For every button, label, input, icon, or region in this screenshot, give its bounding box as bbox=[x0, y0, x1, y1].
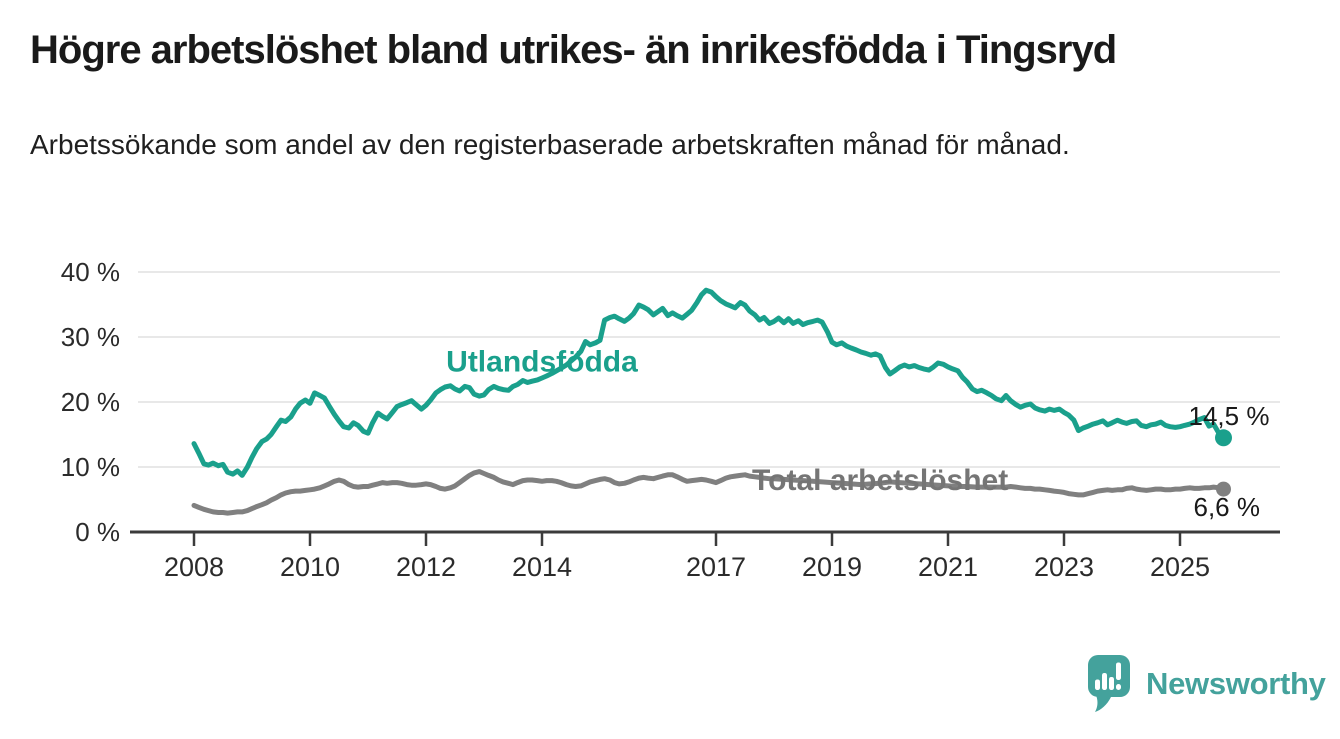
series-label-utlandsfodda: Utlandsfödda bbox=[446, 346, 638, 379]
page-title: Högre arbetslöshet bland utrikes- än inr… bbox=[30, 28, 1117, 72]
y-axis-tick-label: 10 % bbox=[61, 452, 120, 482]
page-subtitle: Arbetssökande som andel av den registerb… bbox=[30, 129, 1070, 160]
end-value-label-utlandsfodda: 14,5 % bbox=[1189, 401, 1270, 431]
logo-bar-2 bbox=[1102, 673, 1107, 690]
series-label-total-arbetsloshet: Total arbetslöshet bbox=[752, 464, 1008, 497]
newsworthy-bubble-icon bbox=[1088, 655, 1130, 712]
x-axis-tick-label: 2019 bbox=[802, 552, 862, 582]
series-line-total-arbetsloshet bbox=[191, 469, 1226, 516]
series-end-dot-total-arbetsloshet bbox=[1216, 481, 1231, 497]
logo-bar-1 bbox=[1095, 679, 1100, 690]
x-axis-tick-label: 2021 bbox=[918, 552, 978, 582]
series-line-utlandsfodda bbox=[191, 287, 1226, 478]
y-axis-tick-label: 40 % bbox=[61, 257, 120, 287]
y-axis-tick-label: 0 % bbox=[75, 517, 120, 547]
y-axis-tick-label: 30 % bbox=[61, 322, 120, 352]
brand-name: Newsworthy bbox=[1146, 666, 1326, 701]
end-value-label-total-arbetsloshet: 6,6 % bbox=[1194, 492, 1261, 522]
x-axis-tick-label: 2014 bbox=[512, 552, 572, 582]
x-axis-tick-label: 2025 bbox=[1150, 552, 1210, 582]
logo-exclamation-bar bbox=[1116, 662, 1121, 680]
x-axis-tick-label: 2017 bbox=[686, 552, 746, 582]
logo-exclamation-dot bbox=[1116, 684, 1121, 690]
series-end-dot-utlandsfodda bbox=[1215, 429, 1232, 447]
newsworthy-logo: Newsworthy bbox=[1086, 654, 1326, 714]
x-axis-tick-label: 2023 bbox=[1034, 552, 1094, 582]
y-axis-tick-label: 20 % bbox=[61, 387, 120, 417]
x-axis-tick-label: 2010 bbox=[280, 552, 340, 582]
logo-bar-3 bbox=[1109, 677, 1114, 690]
x-axis-tick-label: 2008 bbox=[164, 552, 224, 582]
x-axis-tick-label: 2012 bbox=[396, 552, 456, 582]
